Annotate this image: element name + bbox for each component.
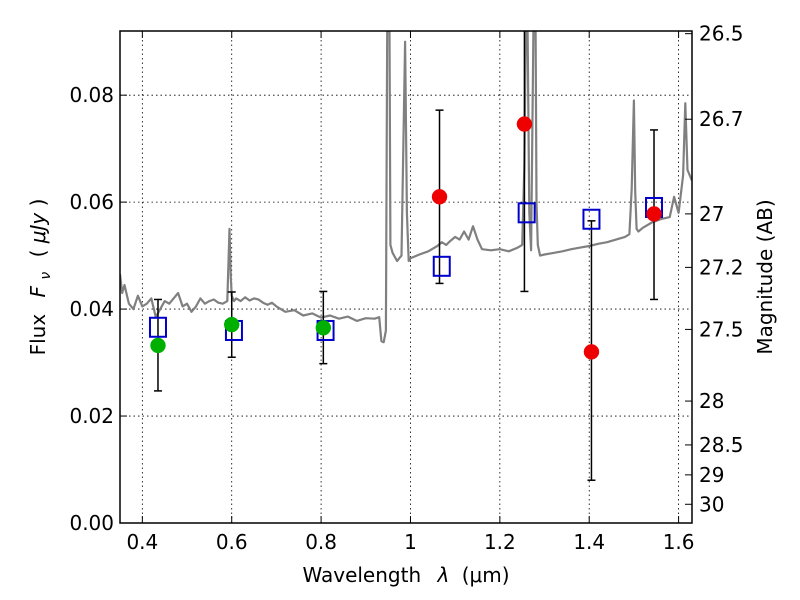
observed-point	[150, 337, 166, 354]
right-tick-label: 27.2	[699, 255, 744, 279]
model-photometry-square	[148, 316, 167, 338]
right-axis-label: Magnitude (AB)	[753, 199, 777, 354]
y-axis-label: Flux F ν ( μJy )	[26, 199, 55, 356]
y-axis-label-subscript: ν	[38, 272, 54, 280]
y-tick-label: 0.08	[69, 83, 114, 107]
right-tick-label: 28	[699, 389, 724, 413]
y-axis-label-symbol: F	[26, 285, 50, 297]
right-tick-label: 27	[699, 202, 724, 226]
x-axis-label-symbol: λ	[437, 563, 450, 587]
plot-content	[120, 31, 692, 481]
x-tick-label: 1	[404, 530, 417, 554]
y-axis-label-prefix: Flux	[26, 314, 50, 356]
y-tick-label: 0.00	[69, 511, 114, 535]
right-tick-label: 26.5	[699, 22, 744, 46]
x-tick-label: 1.2	[484, 530, 516, 554]
model-photometry-square	[582, 208, 601, 230]
observed-point	[315, 320, 332, 336]
right-tick-label: 26.7	[699, 107, 744, 131]
observed-point	[646, 206, 662, 222]
x-axis-label-unit: (μm)	[462, 563, 510, 587]
observed-point	[583, 344, 600, 360]
y-tick-label: 0.06	[69, 190, 114, 214]
right-tick-label: 28.5	[699, 433, 744, 457]
model-photometry-square	[432, 255, 451, 277]
x-tick-label: 0.6	[216, 530, 248, 554]
grid-lines	[120, 31, 692, 524]
plot-area	[120, 31, 692, 481]
axes-frame	[119, 30, 693, 524]
y-tick-label: 0.02	[69, 404, 114, 428]
axis-labels: Wavelength λ (μm) Flux F ν ( μJy ) Magni…	[26, 199, 777, 587]
model-photometry-square	[517, 202, 536, 224]
x-axis-label-prefix: Wavelength	[302, 563, 421, 587]
observed-point	[431, 189, 448, 205]
right-tick-label: 27.5	[699, 317, 744, 341]
x-tick-label: 1.6	[663, 530, 695, 554]
y-axis-label-unit-close: )	[26, 199, 50, 207]
x-tick-label: 0.8	[305, 530, 337, 554]
right-tick-label: 29	[699, 463, 724, 487]
x-axis-label: Wavelength λ (μm)	[302, 563, 509, 587]
y-axis-label-unit: μJy	[26, 212, 50, 245]
x-tick-label: 0.4	[126, 530, 158, 554]
x-tick-label: 1.4	[573, 530, 605, 554]
y-tick-label: 0.04	[69, 297, 114, 321]
axes-ticks: 0.4 0.6 0.8 1 1.2 1.4 1.6 0.00 0.02 0.04 0.06 0.08 2…	[69, 22, 743, 554]
model-spectrum-line	[120, 31, 692, 344]
y-axis-label-unit-open: (	[26, 243, 50, 257]
right-tick-label: 30	[699, 492, 724, 516]
observed-point	[516, 116, 533, 132]
observed-point	[223, 316, 240, 333]
